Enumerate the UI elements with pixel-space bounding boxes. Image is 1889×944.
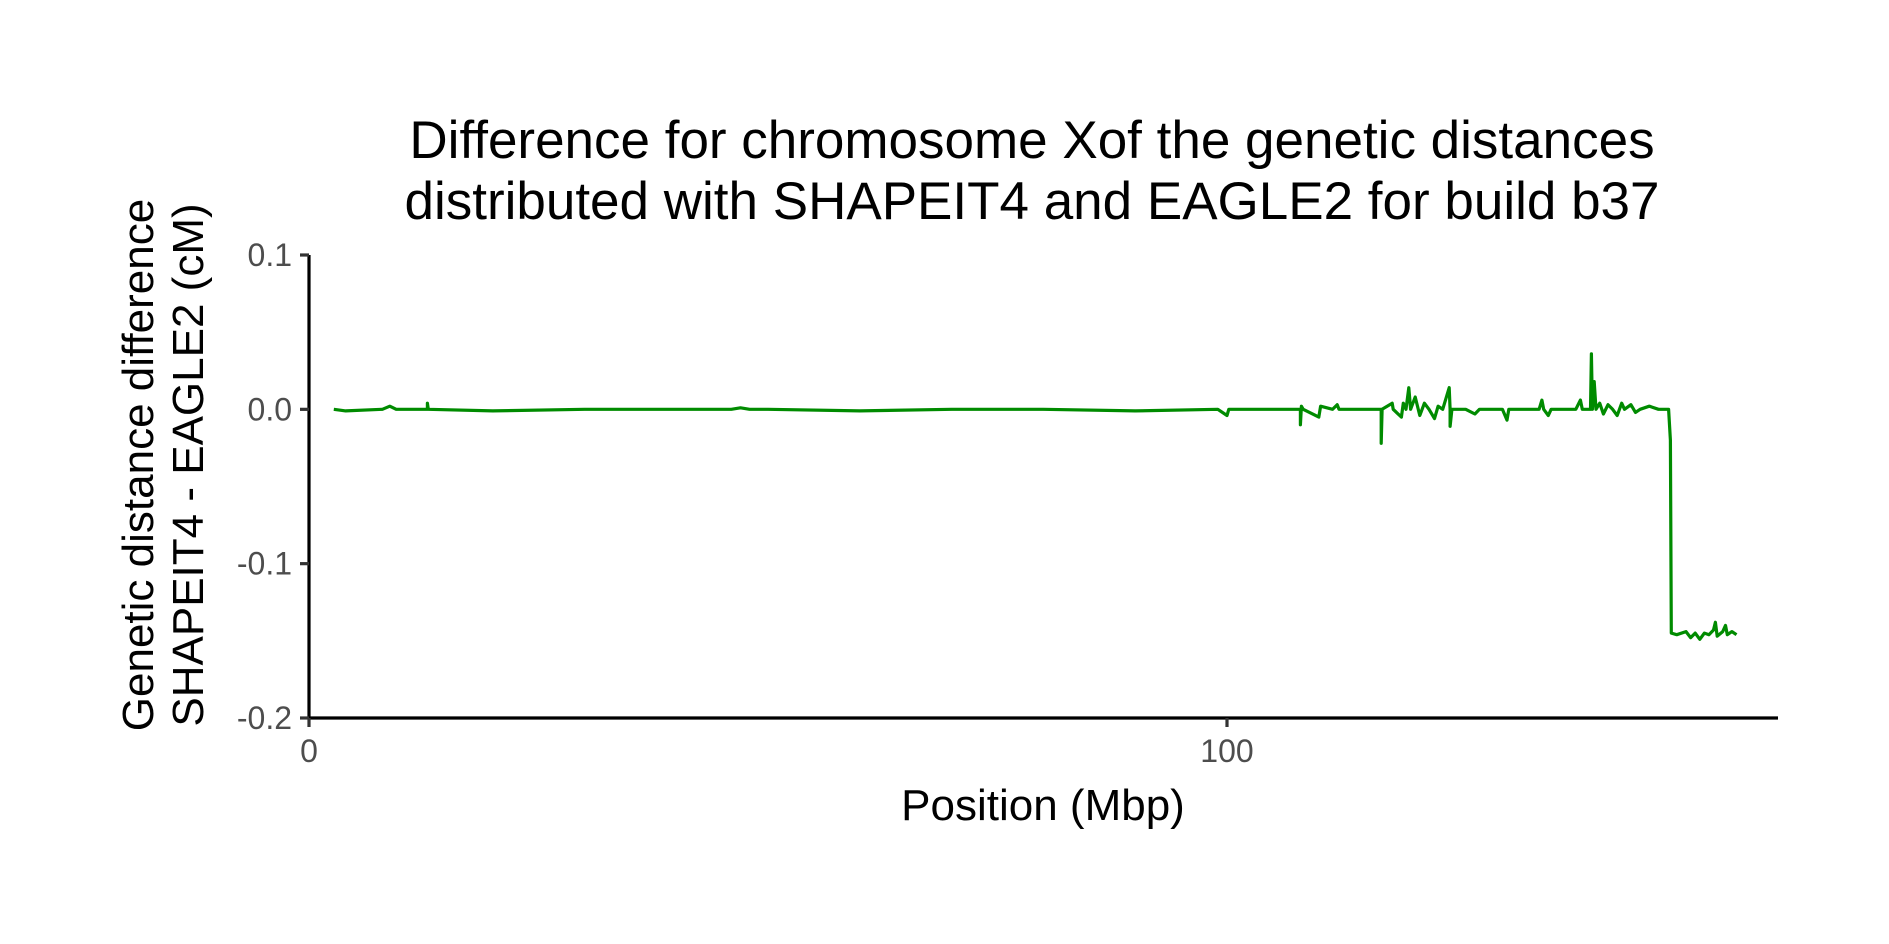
plot-area: 0.1 0.0 -0.1 -0.20 100 [237, 237, 1778, 769]
y-axis-title-line-1: Genetic distance difference [114, 199, 163, 731]
x-tick-label: 0 [300, 733, 318, 769]
chart-title-line-2: distributed with SHAPEIT4 and EAGLE2 for… [404, 172, 1659, 231]
y-tick-label: 0.1 [248, 237, 292, 273]
chart-title-line-1: Difference for chromosome Xof the geneti… [409, 111, 1654, 170]
x-tick-label: 100 [1200, 733, 1253, 769]
y-axis-title-line-2: SHAPEIT4 - EAGLE2 (cM) [164, 203, 213, 726]
series-line [333, 352, 1738, 641]
y-axis-title: Genetic distance difference SHAPEIT4 - E… [114, 199, 213, 731]
y-tick-label: -0.1 [237, 546, 292, 582]
y-tick-label: 0.0 [248, 391, 292, 427]
y-tick-label: -0.2 [237, 700, 292, 736]
x-axis-title: Position (Mbp) [901, 781, 1185, 830]
